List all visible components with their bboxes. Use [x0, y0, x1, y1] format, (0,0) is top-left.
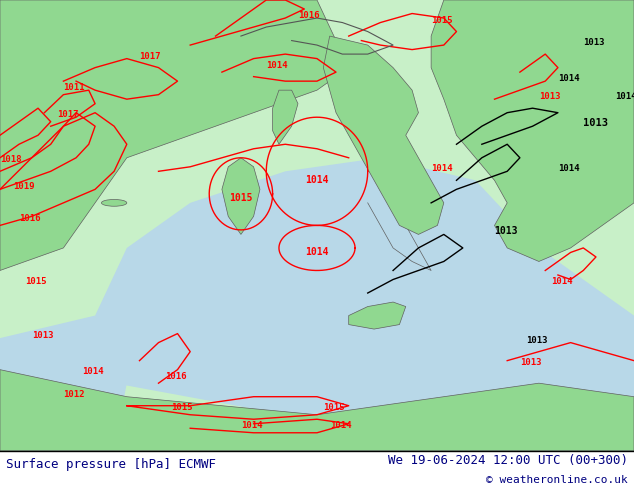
Text: 1014: 1014 — [82, 367, 104, 376]
Text: 1012: 1012 — [63, 390, 85, 399]
Text: 1015: 1015 — [431, 16, 453, 24]
Ellipse shape — [101, 199, 127, 206]
Polygon shape — [0, 0, 349, 270]
Text: 1013: 1013 — [495, 226, 518, 236]
Text: 1014: 1014 — [552, 277, 573, 286]
Text: 1014: 1014 — [615, 92, 634, 101]
Text: We 19-06-2024 12:00 UTC (00+300): We 19-06-2024 12:00 UTC (00+300) — [387, 454, 628, 467]
Text: 1015: 1015 — [25, 277, 47, 286]
Text: 1013: 1013 — [32, 331, 53, 340]
Text: 1015: 1015 — [171, 403, 193, 412]
Text: 1014: 1014 — [330, 421, 351, 430]
Text: 1016: 1016 — [298, 11, 320, 20]
Text: Surface pressure [hPa] ECMWF: Surface pressure [hPa] ECMWF — [6, 458, 216, 471]
Text: 1016: 1016 — [165, 372, 186, 381]
Text: 1015: 1015 — [229, 194, 253, 203]
Polygon shape — [0, 369, 634, 451]
Text: 1013: 1013 — [583, 38, 605, 47]
Text: 1013: 1013 — [520, 358, 541, 367]
Text: 1014: 1014 — [558, 74, 579, 83]
Text: 1014: 1014 — [431, 164, 453, 173]
Text: 1014: 1014 — [266, 61, 288, 70]
Text: 1014: 1014 — [558, 164, 579, 173]
Polygon shape — [95, 158, 539, 415]
Text: 1011: 1011 — [63, 83, 85, 92]
Polygon shape — [0, 316, 127, 451]
Text: 1014: 1014 — [305, 247, 329, 257]
Text: 1018: 1018 — [0, 155, 22, 164]
Text: 1013: 1013 — [583, 118, 608, 128]
Text: 1017: 1017 — [57, 110, 79, 119]
Text: © weatheronline.co.uk: © weatheronline.co.uk — [486, 475, 628, 485]
Polygon shape — [285, 248, 634, 451]
Text: 1015: 1015 — [323, 403, 345, 412]
Polygon shape — [323, 36, 444, 234]
Text: 1014: 1014 — [305, 175, 329, 185]
Text: 1016: 1016 — [19, 214, 41, 223]
Polygon shape — [222, 158, 260, 234]
Polygon shape — [273, 90, 298, 144]
Polygon shape — [349, 302, 406, 329]
Text: 1013: 1013 — [539, 92, 560, 101]
Text: 1017: 1017 — [139, 51, 161, 61]
Text: 1019: 1019 — [13, 182, 34, 191]
Polygon shape — [431, 0, 634, 262]
Text: 1014: 1014 — [241, 421, 262, 430]
Text: 1013: 1013 — [526, 336, 548, 344]
